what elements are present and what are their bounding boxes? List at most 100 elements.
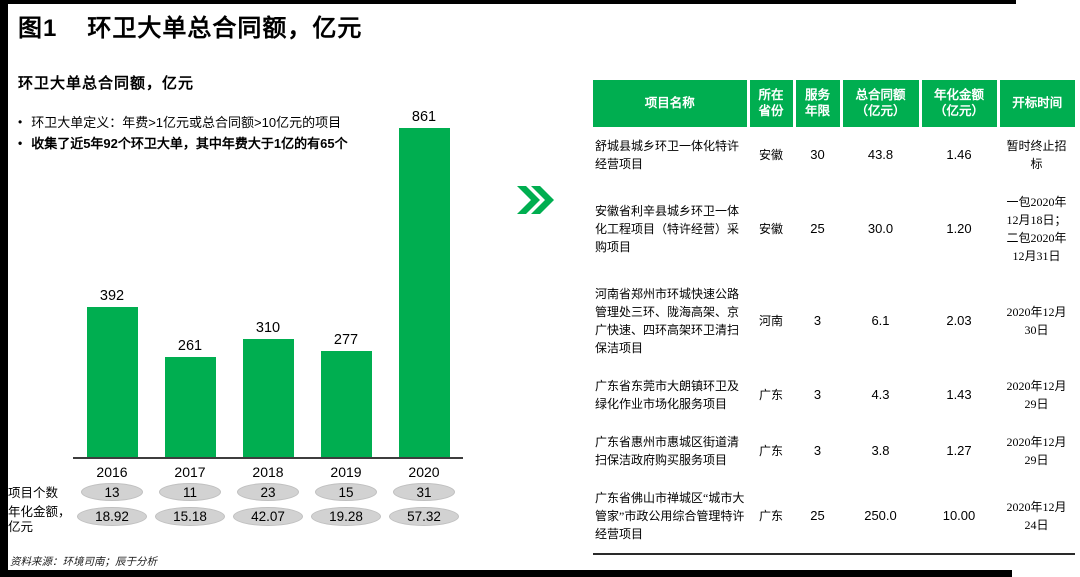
cell-annualized-amount: 2.03 <box>946 312 972 328</box>
cell-service-years: 25 <box>810 507 825 523</box>
annualized-amount-badges: 18.92 15.18 42.07 19.28 57.32 <box>73 507 463 526</box>
top-frame-bar <box>0 0 1016 4</box>
cell-annualized-amount: 1.20 <box>946 220 972 236</box>
annualized-amount-slot-2019: 19.28 <box>307 507 385 526</box>
cell-bid-date: 2020年12月29日 <box>1006 434 1067 467</box>
cell-bid-date: 2020年12月24日 <box>1006 499 1067 532</box>
table-row-2: 安徽省利辛县城乡环卫一体化工程项目（特许经营）采购项目 安徽 25 30.0 1.20 一… <box>593 183 1075 275</box>
bar-value-label: 861 <box>411 109 437 125</box>
project-count-badge-2016: 13 <box>81 483 143 501</box>
bar-slot-2020: 861 <box>385 109 463 457</box>
cell-total-contract: 4.3 <box>871 386 890 402</box>
table-row-6: 广东省佛山市禅城区“城市大管家”市政公用综合管理特许经营项目 广东 25 250.0 1… <box>593 479 1075 554</box>
cell-province: 广东 <box>758 508 783 523</box>
cell-service-years: 3 <box>813 442 822 458</box>
bar-slot-2018: 310 <box>229 320 307 457</box>
annualized-amount-slot-2016: 18.92 <box>73 507 151 526</box>
bar-value-label: 261 <box>177 338 203 354</box>
bar-2020 <box>398 128 450 457</box>
annualized-amount-badge-2016: 18.92 <box>77 507 147 526</box>
cell-project-name: 舒城县城乡环卫一体化特许经营项目 <box>595 138 740 171</box>
cell-project-name: 安徽省利辛县城乡环卫一体化工程项目（特许经营）采购项目 <box>595 203 740 254</box>
project-count-slot-2018: 23 <box>229 483 307 501</box>
table-row-3: 河南省郑州市环城快速公路管理处三环、陇海高架、京广快速、四环高架环卫清扫保洁项目… <box>593 275 1075 367</box>
bar-slot-2016: 392 <box>73 288 151 457</box>
bullet-text: 环卫大单定义：年费>1亿元或总合同额>10亿元的项目 <box>31 115 342 130</box>
project-count-label: 项目个数 <box>8 486 59 500</box>
table-header-cell-3: 服务 年限 <box>792 80 841 127</box>
annualized-amount-label: 年化金额，亿元 <box>8 505 71 534</box>
figure-label: 图1 <box>18 15 58 42</box>
annualized-amount-slot-2017: 15.18 <box>151 507 229 526</box>
x-axis-label-2017: 2017 <box>174 464 206 480</box>
chart-title: 环卫大单总合同额，亿元 <box>18 75 195 92</box>
cell-project-name: 广东省佛山市禅城区“城市大管家”市政公用综合管理特许经营项目 <box>595 490 745 541</box>
cell-service-years: 25 <box>810 220 825 236</box>
bar-2018 <box>242 339 294 457</box>
bullet-item-1: • 环卫大单定义：年费>1亿元或总合同额>10亿元的项目 <box>18 112 488 133</box>
bullet-dot: • <box>18 136 23 150</box>
page-title-text: 环卫大单总合同额，亿元 <box>87 15 363 42</box>
table-row-1: 舒城县城乡环卫一体化特许经营项目 安徽 30 43.8 1.46 暂时终止招标 <box>593 127 1075 183</box>
bar-slot-2017: 261 <box>151 338 229 457</box>
project-count-badge-2017: 11 <box>159 483 221 501</box>
table-header-cell-2: 所在 省份 <box>746 80 794 127</box>
annualized-amount-slot-2020: 57.32 <box>385 507 463 526</box>
cell-project-name: 广东省惠州市惠城区街道清扫保洁政府购买服务项目 <box>595 434 740 467</box>
annualized-amount-badge-2018: 42.07 <box>233 507 303 526</box>
bar-2017 <box>164 357 216 457</box>
cell-province: 河南 <box>758 313 783 328</box>
cell-annualized-amount: 1.27 <box>946 442 972 458</box>
source-note: 资料来源：环境司南；辰于分析 <box>10 557 157 568</box>
cell-total-contract: 250.0 <box>864 507 897 523</box>
cell-total-contract: 30.0 <box>867 220 894 236</box>
cell-service-years: 3 <box>813 312 822 328</box>
bar-value-label: 310 <box>255 320 281 336</box>
cell-province: 广东 <box>758 387 783 402</box>
left-frame-bar <box>0 0 8 577</box>
x-axis-label-2020: 2020 <box>408 464 440 480</box>
project-count-slot-2019: 15 <box>307 483 385 501</box>
bullet-item-2: • 收集了近5年92个环卫大单，其中年费大于1亿的有65个 <box>18 133 488 154</box>
project-count-slot-2016: 13 <box>73 483 151 501</box>
x-axis-label-2016: 2016 <box>96 464 128 480</box>
project-count-slot-2020: 31 <box>385 483 463 501</box>
bar-2016 <box>86 307 138 457</box>
cell-annualized-amount: 10.00 <box>942 507 976 523</box>
bar-2019 <box>320 351 372 457</box>
annualized-amount-badge-2017: 15.18 <box>155 507 225 526</box>
project-count-badges: 13 11 23 15 31 <box>73 483 463 501</box>
table-header-cell-4: 总合同额 （亿元） <box>839 80 920 127</box>
cell-total-contract: 6.1 <box>871 312 890 328</box>
cell-province: 安徽 <box>758 147 783 162</box>
cell-project-name: 广东省东莞市大朗镇环卫及绿化作业市场化服务项目 <box>595 378 740 411</box>
double-chevron-icon <box>517 186 554 214</box>
annualized-amount-slot-2018: 42.07 <box>229 507 307 526</box>
bottom-frame-bar <box>0 570 1012 577</box>
cell-service-years: 3 <box>813 386 822 402</box>
project-count-badge-2019: 15 <box>315 483 377 501</box>
bar-value-label: 392 <box>99 288 125 304</box>
table-header-cell-5: 年化金额 （亿元） <box>918 80 998 127</box>
cell-bid-date: 2020年12月29日 <box>1006 378 1067 411</box>
bullet-dot: • <box>18 115 23 129</box>
table-header-cell-1: 项目名称 <box>593 80 748 127</box>
cell-total-contract: 3.8 <box>871 442 890 458</box>
x-axis-labels: 2016 2017 2018 2019 2020 <box>73 464 463 480</box>
cell-service-years: 30 <box>810 146 825 162</box>
table-row-5: 广东省惠州市惠城区街道清扫保洁政府购买服务项目 广东 3 3.8 1.27 2020年12… <box>593 423 1075 479</box>
cell-bid-date: 一包2020年12月18日；二包2020年12月31日 <box>1006 194 1067 263</box>
bullet-text: 收集了近5年92个环卫大单，其中年费大于1亿的有65个 <box>31 136 348 151</box>
table-body: 舒城县城乡环卫一体化特许经营项目 安徽 30 43.8 1.46 暂时终止招标 安徽省利辛县… <box>593 127 1075 554</box>
bar-value-label: 277 <box>333 332 359 348</box>
projects-table: 项目名称 所在 省份 服务 年限 总合同额 （亿元） 年化金额 （亿元） 开标时间 舒城县… <box>593 80 1075 555</box>
cell-project-name: 河南省郑州市环城快速公路管理处三环、陇海高架、京广快速、四环高架环卫清扫保洁项目 <box>595 286 740 355</box>
cell-bid-date: 2020年12月30日 <box>1006 304 1067 337</box>
bullet-list: • 环卫大单定义：年费>1亿元或总合同额>10亿元的项目 • 收集了近5年92个环卫大… <box>18 112 488 154</box>
project-count-slot-2017: 11 <box>151 483 229 501</box>
table-header-cell-6: 开标时间 <box>996 80 1075 127</box>
project-count-badge-2020: 31 <box>393 483 455 501</box>
page-title: 图1 环卫大单总合同额，亿元 <box>18 8 362 43</box>
annualized-amount-badge-2020: 57.32 <box>389 507 459 526</box>
